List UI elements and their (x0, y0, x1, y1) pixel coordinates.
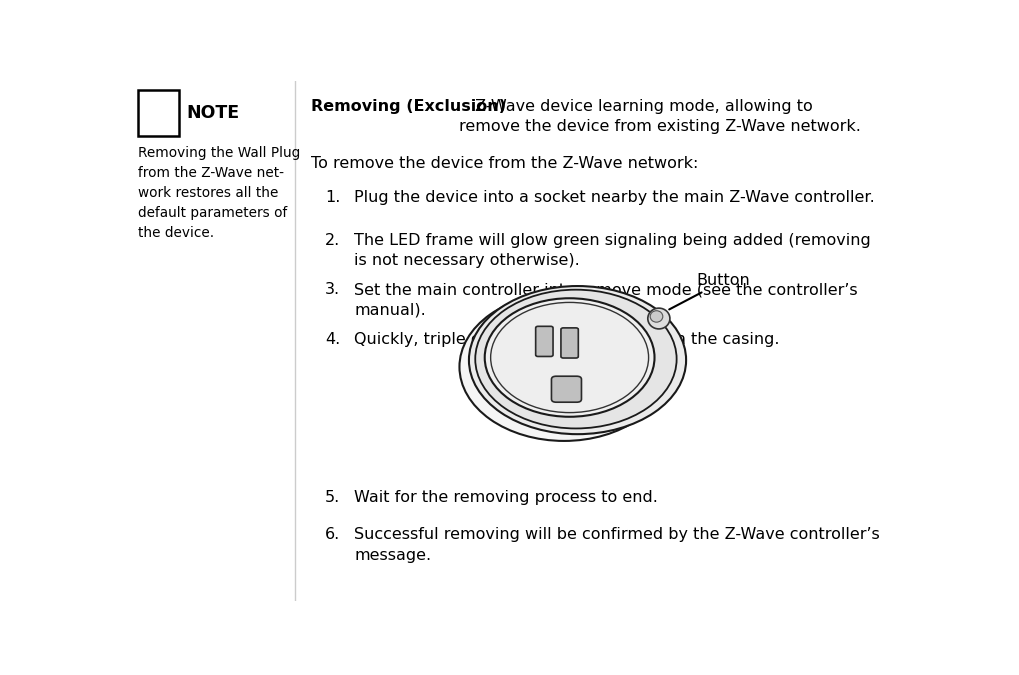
FancyBboxPatch shape (138, 90, 178, 136)
Text: Quickly, triple click the button located on the casing.: Quickly, triple click the button located… (354, 331, 780, 346)
Text: Button: Button (669, 273, 751, 309)
Text: 6.: 6. (325, 527, 340, 543)
Text: Removing (Exclusion): Removing (Exclusion) (311, 99, 505, 114)
FancyBboxPatch shape (560, 328, 579, 358)
Text: - Z-Wave device learning mode, allowing to
remove the device from existing Z-Wav: - Z-Wave device learning mode, allowing … (459, 99, 861, 134)
Ellipse shape (485, 298, 654, 416)
Text: 4.: 4. (325, 331, 340, 346)
Text: Set the main controller into remove mode (see the controller’s
manual).: Set the main controller into remove mode… (354, 282, 858, 317)
Ellipse shape (648, 308, 669, 329)
Ellipse shape (469, 286, 686, 434)
Text: Successful removing will be confirmed by the Z-Wave controller’s
message.: Successful removing will be confirmed by… (354, 527, 879, 562)
FancyBboxPatch shape (536, 326, 553, 356)
Text: i: i (154, 101, 163, 125)
Text: The LED frame will glow green signaling being added (removing
is not necessary o: The LED frame will glow green signaling … (354, 233, 871, 268)
Ellipse shape (650, 310, 662, 322)
FancyBboxPatch shape (551, 376, 582, 402)
Text: 5.: 5. (325, 490, 340, 505)
Text: Removing the Wall Plug
from the Z-Wave net-
work restores all the
default parame: Removing the Wall Plug from the Z-Wave n… (138, 146, 300, 240)
Text: Plug the device into a socket nearby the main Z-Wave controller.: Plug the device into a socket nearby the… (354, 190, 874, 205)
Ellipse shape (460, 293, 668, 441)
Text: Wait for the removing process to end.: Wait for the removing process to end. (354, 490, 658, 505)
Text: 3.: 3. (325, 282, 340, 297)
Text: NOTE: NOTE (186, 104, 239, 122)
Text: 1.: 1. (325, 190, 340, 205)
Text: To remove the device from the Z-Wave network:: To remove the device from the Z-Wave net… (311, 157, 698, 171)
Ellipse shape (490, 302, 648, 412)
Text: 2.: 2. (325, 233, 340, 248)
Ellipse shape (475, 290, 677, 429)
